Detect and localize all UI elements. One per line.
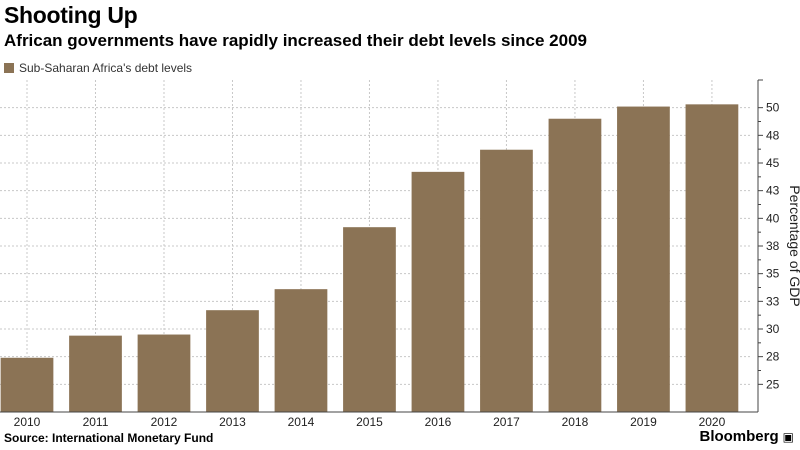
x-tick-label: 2014 <box>288 415 315 429</box>
bar-2020 <box>685 104 739 412</box>
x-tick-label: 2019 <box>630 415 657 429</box>
y-tick-label: 35 <box>766 267 780 281</box>
x-tick-label: 2015 <box>356 415 383 429</box>
x-tick-label: 2012 <box>151 415 178 429</box>
bar-2012 <box>137 334 191 412</box>
brand-logo: Bloomberg ▣ <box>699 428 794 445</box>
legend-swatch <box>4 63 14 73</box>
chart-title: Shooting Up <box>4 2 138 28</box>
chart-subtitle: African governments have rapidly increas… <box>4 31 587 50</box>
x-tick-label: 2016 <box>425 415 452 429</box>
x-tick-label: 2011 <box>83 415 109 429</box>
bar-2015 <box>343 227 396 412</box>
bar-2016 <box>411 171 465 412</box>
bar-2017 <box>480 149 533 412</box>
y-axis-label: Percentage of GDP <box>787 185 800 306</box>
x-tick-label: 2020 <box>699 415 726 429</box>
bar-2019 <box>617 106 670 412</box>
bar-2018 <box>548 118 602 412</box>
y-tick-label: 43 <box>766 184 780 198</box>
y-tick-label: 40 <box>766 211 780 225</box>
y-tick-label: 28 <box>766 350 780 364</box>
legend: Sub-Saharan Africa's debt levels <box>4 61 192 75</box>
x-tick-label: 2017 <box>493 415 520 429</box>
source-note: Source: International Monetary Fund <box>4 431 214 445</box>
x-tick-label: 2013 <box>219 415 246 429</box>
legend-label: Sub-Saharan Africa's debt levels <box>19 61 193 75</box>
terminal-icon: ▣ <box>782 429 794 444</box>
bar-2010 <box>0 357 54 412</box>
y-tick-label: 25 <box>766 377 780 391</box>
bar-2013 <box>206 310 259 412</box>
y-tick-label: 45 <box>766 156 780 170</box>
y-tick-label: 38 <box>766 239 780 253</box>
y-tick-label: 48 <box>766 128 780 142</box>
x-tick-label: 2010 <box>14 415 41 429</box>
bar-2011 <box>69 335 122 412</box>
y-tick-label: 30 <box>766 322 780 336</box>
x-tick-label: 2018 <box>562 415 589 429</box>
y-tick-label: 50 <box>766 101 780 115</box>
bar-2014 <box>274 289 328 412</box>
y-tick-label: 33 <box>766 294 780 308</box>
brand-name: Bloomberg <box>699 428 779 445</box>
